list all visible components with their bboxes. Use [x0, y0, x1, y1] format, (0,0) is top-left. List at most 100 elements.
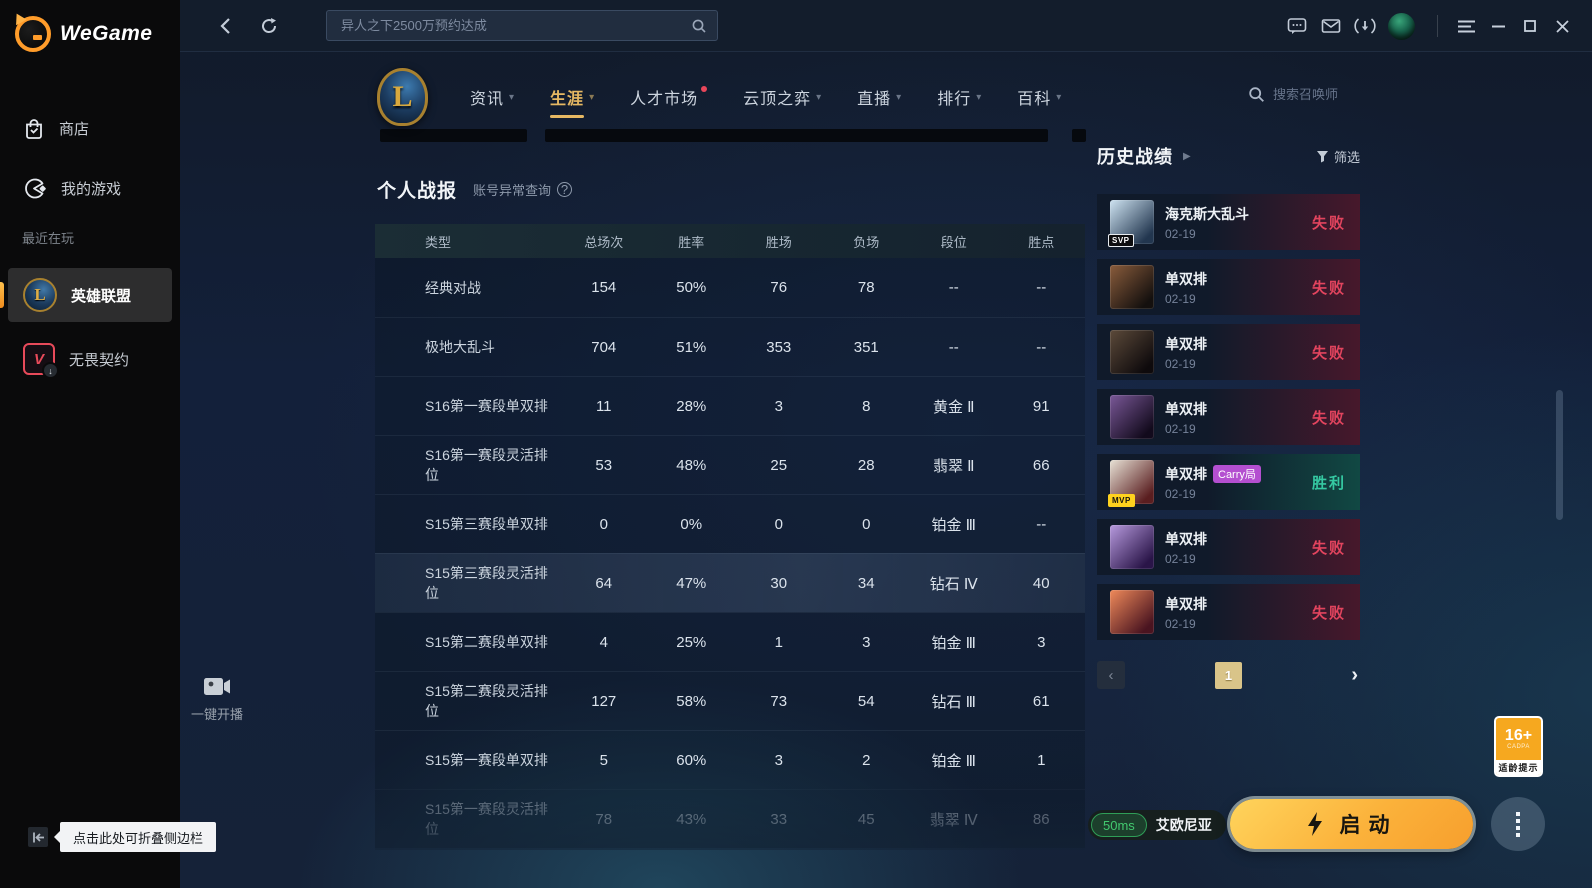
table-row[interactable]: S16第一赛段单双排 11 28% 3 8 黄金 Ⅱ 91	[375, 376, 1085, 435]
match-info: 单双排 02-19	[1165, 269, 1207, 306]
match-honor-badge: SVP	[1108, 234, 1134, 247]
nav-tab[interactable]: 生涯 ▾	[550, 84, 594, 118]
match-date: 02-19	[1165, 551, 1196, 566]
nav-tab[interactable]: 人才市场	[630, 84, 708, 110]
user-avatar[interactable]	[1388, 12, 1415, 40]
cell-losses: 45	[857, 810, 875, 828]
sidebar-item-my-games[interactable]: 我的游戏	[8, 164, 172, 212]
match-mode: 单双排	[1165, 595, 1207, 612]
age-label: 适龄提示	[1496, 760, 1541, 775]
sidebar-item-lol[interactable]: L 英雄联盟	[8, 268, 172, 322]
champion-icon	[1110, 395, 1154, 439]
match-date: 02-19	[1165, 421, 1196, 436]
cell-rank: 钻石 Ⅲ	[931, 693, 976, 711]
sidebar-item-store[interactable]: 商店	[8, 104, 172, 152]
minimize-icon[interactable]	[1482, 0, 1514, 52]
cell-type: S15第一赛段灵活排位	[425, 801, 548, 837]
cell-winrate: 58%	[676, 692, 707, 710]
nav-tab[interactable]: 云顶之弈 ▾	[743, 84, 821, 110]
nav-tab-label: 人才市场	[630, 91, 699, 108]
current-page-button[interactable]: 1	[1215, 661, 1242, 689]
lol-page-logo[interactable]: L	[377, 68, 428, 126]
match-info: 单双排 02-19	[1165, 529, 1207, 566]
cell-wins: 76	[770, 279, 788, 296]
nav-tab[interactable]: 百科 ▾	[1017, 84, 1061, 110]
next-page-button[interactable]: ›	[1351, 663, 1358, 686]
nav-tab[interactable]: 资讯 ▾	[470, 84, 514, 110]
cell-winrate: 0%	[680, 515, 703, 533]
search-icon[interactable]	[1248, 86, 1265, 103]
match-item[interactable]: SVP 海克斯大乱斗 02-19 失败	[1097, 194, 1360, 250]
cell-winrate: 25%	[676, 633, 707, 651]
recent-section-label: 最近在玩	[22, 231, 75, 246]
cell-type: S16第一赛段灵活排位	[425, 447, 548, 483]
prev-page-button[interactable]: ‹	[1097, 661, 1125, 689]
titlebar	[180, 0, 1592, 52]
match-mode: 单双排	[1165, 530, 1207, 547]
table-row[interactable]: S16第一赛段灵活排位 53 48% 25 28 翡翠 Ⅱ 66	[375, 435, 1085, 494]
back-button[interactable]	[208, 9, 242, 43]
match-mode: 单双排	[1165, 400, 1207, 417]
mail-icon[interactable]	[1314, 9, 1348, 43]
match-item[interactable]: 单双排 02-19 失败	[1097, 389, 1360, 445]
nav-tab[interactable]: 直播 ▾	[857, 84, 901, 110]
cell-total: 5	[599, 751, 608, 769]
table-row[interactable]: S15第三赛段灵活排位 64 47% 30 34 钻石 Ⅳ 40	[375, 553, 1085, 612]
camera-icon	[204, 678, 230, 695]
match-item[interactable]: 单双排 02-19 失败	[1097, 259, 1360, 315]
match-date: 02-19	[1165, 616, 1196, 631]
wegame-logo-icon	[15, 16, 51, 52]
table-row[interactable]: S15第一赛段单双排 5 60% 3 2 铂金 Ⅲ 1	[375, 730, 1085, 789]
match-item[interactable]: 单双排 02-19 失败	[1097, 324, 1360, 380]
match-item[interactable]: MVP 单双排 Carry局 02-19 胜利	[1097, 454, 1360, 510]
match-item[interactable]: 单双排 02-19 失败	[1097, 519, 1360, 575]
wegame-logo: WeGame	[15, 16, 153, 52]
refresh-button[interactable]	[252, 9, 286, 43]
sidebar-item-valorant[interactable]: V ↓ 无畏契约	[8, 332, 172, 386]
nav-tab-label: 资讯	[470, 91, 505, 108]
table-row[interactable]: 极地大乱斗 704 51% 353 351 -- --	[375, 317, 1085, 376]
global-search-input[interactable]	[327, 18, 717, 33]
server-ping-selector[interactable]: 50ms 艾欧尼亚	[1088, 810, 1226, 840]
sidebar-item-label: 商店	[59, 120, 90, 138]
account-check-link[interactable]: 账号异常查询 ?	[473, 180, 573, 199]
chevron-right-icon[interactable]: ▶	[1183, 150, 1191, 162]
nav-tab-label: 排行	[937, 91, 972, 108]
match-item[interactable]: 单双排 02-19 失败	[1097, 584, 1360, 640]
table-row[interactable]: S15第三赛段单双排 0 0% 0 0 铂金 Ⅲ --	[375, 494, 1085, 553]
sidebar: WeGame 商店 我的游戏 最近在玩 L 英雄联盟 V ↓ 无畏契约	[0, 0, 180, 888]
cell-losses: 34	[857, 574, 875, 592]
one-click-stream-button[interactable]: 一键开播	[186, 676, 248, 723]
sidebar-item-label: 无畏契约	[69, 351, 130, 369]
launch-button[interactable]: 启动	[1230, 799, 1473, 849]
download-manager-icon[interactable]	[1348, 9, 1382, 43]
champion-icon: MVP	[1108, 460, 1154, 507]
table-row[interactable]: 经典对战 154 50% 76 78 -- --	[375, 258, 1085, 317]
table-row[interactable]: S15第二赛段单双排 4 25% 1 3 铂金 Ⅲ 3	[375, 612, 1085, 671]
game-nav-tabs: 资讯 ▾ 生涯 ▾ 人才市场 云顶之弈 ▾ 直播 ▾ 排行 ▾ 百科 ▾	[470, 84, 1061, 118]
cell-winrate: 51%	[676, 338, 707, 356]
match-date: 02-19	[1165, 291, 1196, 306]
table-row[interactable]: S15第一赛段灵活排位 78 43% 33 45 翡翠 Ⅳ 86	[375, 789, 1085, 848]
summoner-search-input[interactable]	[1273, 87, 1383, 102]
more-options-button[interactable]	[1491, 797, 1545, 851]
table-row[interactable]: S15第二赛段灵活排位 127 58% 73 54 钻石 Ⅲ 61	[375, 671, 1085, 730]
menu-icon[interactable]	[1450, 0, 1482, 52]
history-pagination: ‹ 1 ›	[1097, 661, 1360, 689]
nav-tab[interactable]: 排行 ▾	[937, 84, 981, 110]
filter-button[interactable]: 筛选	[1316, 147, 1360, 166]
chat-icon[interactable]	[1280, 9, 1314, 43]
maximize-icon[interactable]	[1514, 0, 1546, 52]
cell-total: 704	[591, 338, 617, 356]
collapse-sidebar-button[interactable]	[28, 827, 48, 847]
close-icon[interactable]	[1546, 0, 1578, 52]
cell-points: --	[1036, 515, 1047, 533]
search-icon[interactable]	[691, 18, 707, 34]
cell-total: 11	[595, 397, 612, 415]
help-circle-icon[interactable]: ?	[557, 182, 573, 197]
ping-value: 50ms	[1091, 813, 1147, 837]
store-bag-icon	[23, 117, 45, 140]
scrollbar-thumb[interactable]	[1556, 390, 1563, 520]
cell-wins: 0	[774, 515, 783, 533]
match-mode: 海克斯大乱斗	[1165, 205, 1249, 222]
